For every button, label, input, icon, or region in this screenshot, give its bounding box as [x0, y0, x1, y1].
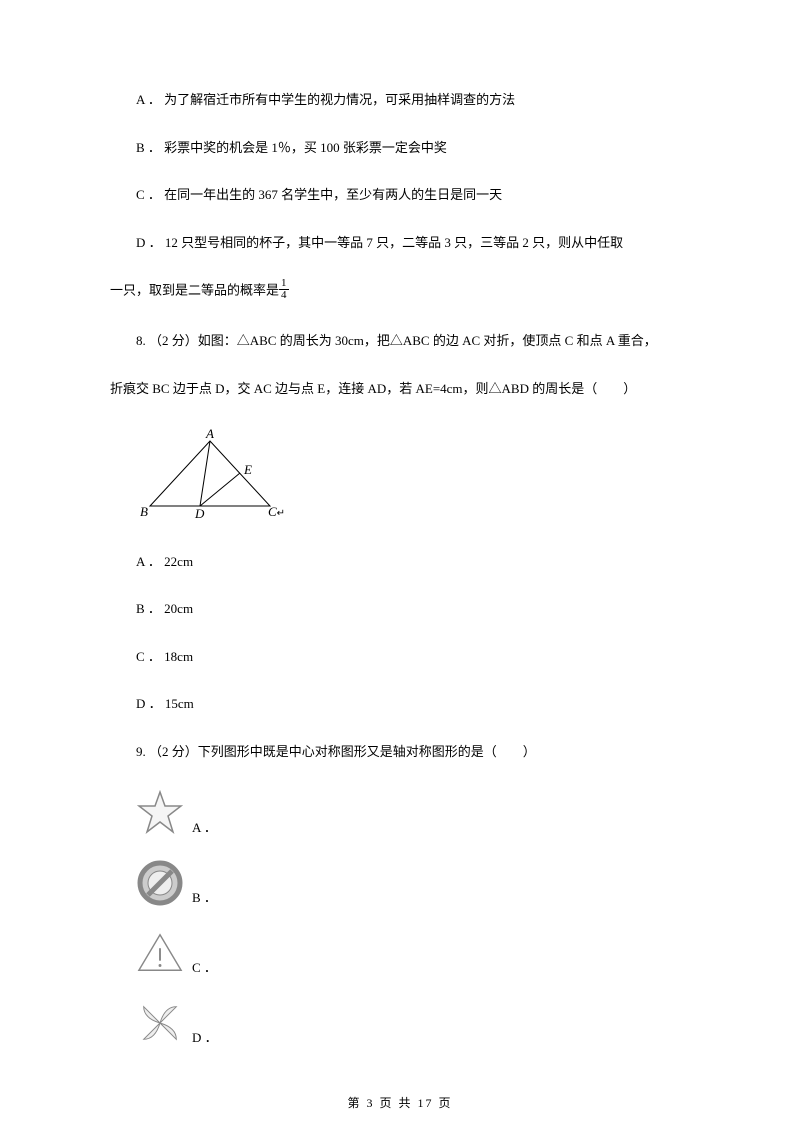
warning-triangle-icon — [136, 929, 184, 977]
q7-option-d-part2: 一只，取到是二等品的概率是14 — [110, 280, 690, 303]
q9-option-d-label: D ． — [192, 1028, 218, 1048]
q7-option-c: C ． 在同一年出生的 367 名学生中，至少有两人的生日是同一天 — [110, 185, 690, 205]
q9-option-d: D ． — [110, 999, 690, 1047]
label-E: E — [243, 462, 252, 477]
pinwheel-icon — [136, 999, 184, 1047]
label-D: D — [194, 506, 205, 521]
q9-option-c-label: C ． — [192, 958, 217, 978]
q8-option-a: A ． 22cm — [110, 552, 690, 572]
q7-option-b: B ． 彩票中奖的机会是 1％，买 100 张彩票一定会中奖 — [110, 138, 690, 158]
q9-option-c: C ． — [110, 929, 690, 977]
q8-option-b: B ． 20cm — [110, 599, 690, 619]
q7-option-a: A ． 为了解宿迁市所有中学生的视力情况，可采用抽样调查的方法 — [110, 90, 690, 110]
label-C: C↵ — [268, 504, 285, 519]
star-icon — [136, 789, 184, 837]
q8-stem-line2: 折痕交 BC 边于点 D，交 AC 边与点 E，连接 AD，若 AE=4cm，则… — [110, 379, 690, 399]
q8-stem-line1: 8. （2 分）如图：△ABC 的周长为 30cm，把△ABC 的边 AC 对折… — [110, 331, 690, 351]
q8-option-c: C ． 18cm — [110, 647, 690, 667]
q7-option-d-part2-text: 一只，取到是二等品的概率是 — [110, 282, 279, 297]
page-footer: 第 3 页 共 17 页 — [0, 1094, 800, 1112]
q9-option-b-label: B ． — [192, 888, 217, 908]
q8-figure: A B C↵ D E — [140, 426, 690, 527]
label-B: B — [140, 504, 148, 519]
q9-option-a: A ． — [110, 789, 690, 837]
triangle-figure-svg: A B C↵ D E — [140, 426, 290, 521]
q9-stem: 9. （2 分）下列图形中既是中心对称图形又是轴对称图形的是（ ） — [110, 742, 690, 762]
q7-fraction-den: 4 — [279, 290, 289, 301]
q9-option-a-label: A ． — [192, 818, 217, 838]
label-A: A — [205, 426, 214, 441]
q7-fraction: 14 — [279, 278, 289, 301]
q7-option-d-part1: D ． 12 只型号相同的杯子，其中一等品 7 只，二等品 3 只，三等品 2 … — [110, 233, 690, 253]
no-entry-icon — [136, 859, 184, 907]
q8-option-d: D ． 15cm — [110, 694, 690, 714]
q9-option-b: B ． — [110, 859, 690, 907]
